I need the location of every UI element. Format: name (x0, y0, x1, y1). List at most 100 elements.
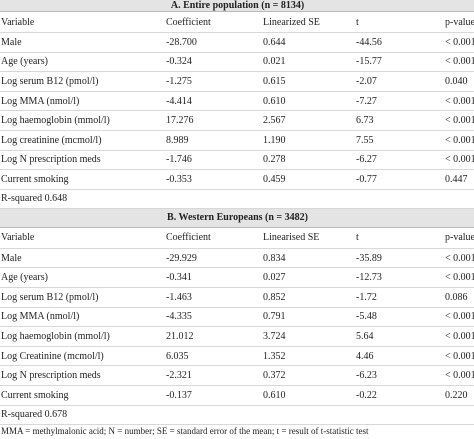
cell-value: < 0.001 (444, 307, 474, 328)
r-squared: R-squared 0.648 (0, 189, 474, 209)
column-header: t (355, 227, 444, 249)
cell-value: -0.77 (355, 169, 444, 190)
cell-value: < 0.001 (444, 110, 474, 131)
cell-value: 0.220 (444, 385, 474, 406)
cell-value: 0.834 (262, 248, 355, 269)
data-row: Log MMA (nmol/l) -4.335 0.791 -5.48 < 0.001 (0, 307, 474, 328)
cell-value: -2.07 (355, 71, 444, 92)
variable-name: Log N prescription meds (0, 150, 165, 171)
cell-value: -6.27 (355, 150, 444, 171)
variable-name: Log serum B12 (pmol/l) (0, 71, 165, 92)
cell-value: -5.48 (355, 307, 444, 328)
variable-name: Log haemoglobin (mmol/l) (0, 326, 165, 347)
cell-value: -0.22 (355, 385, 444, 406)
data-row: Log N prescription meds -1.746 0.278 -6.27 <… (0, 150, 474, 171)
cell-value: -44.56 (355, 32, 444, 53)
column-header: Variable (0, 227, 165, 249)
cell-value: -29.929 (165, 248, 262, 269)
header-row: Variable Coefficient Linearised SE t p-value (0, 227, 474, 249)
cell-value: -15.77 (355, 52, 444, 73)
cell-value: 0.278 (262, 150, 355, 171)
data-row: Log creatinine (mcmol/l) 8.989 1.190 7.55 < … (0, 130, 474, 151)
column-header: t (355, 11, 444, 33)
cell-value: 5.64 (355, 326, 444, 347)
cell-value: 1.352 (262, 346, 355, 367)
variable-name: Male (0, 248, 165, 269)
cell-value: -1.72 (355, 287, 444, 308)
variable-name: Log creatinine (mcmol/l) (0, 130, 165, 151)
cell-value: 4.46 (355, 346, 444, 367)
column-header: p-value (444, 11, 474, 33)
variable-name: Male (0, 32, 165, 53)
cell-value: 1.190 (262, 130, 355, 151)
cell-value: 0.021 (262, 52, 355, 73)
cell-value: < 0.001 (444, 150, 474, 171)
column-header: Linearized SE (262, 11, 355, 33)
cell-value: -7.27 (355, 91, 444, 112)
cell-value: -1.463 (165, 287, 262, 308)
cell-value: 0.372 (262, 365, 355, 386)
data-row: Current smoking -0.137 0.610 -0.22 0.220 (0, 385, 474, 406)
section-title: B. Western Europeans (n = 3482) (0, 207, 474, 228)
data-row: Male -29.929 0.834 -35.89 < 0.001 (0, 248, 474, 269)
column-header: p-value (444, 227, 474, 249)
variable-name: Current smoking (0, 169, 165, 190)
cell-value: 3.724 (262, 326, 355, 347)
cell-value: 0.447 (444, 169, 474, 190)
cell-value: 0.610 (262, 91, 355, 112)
cell-value: 0.852 (262, 287, 355, 308)
variable-name: Age (years) (0, 267, 165, 288)
cell-value: -0.324 (165, 52, 262, 73)
variable-name: Log N prescription meds (0, 365, 165, 386)
data-row: Log haemoglobin (mmol/l) 17.276 2.567 6.73 <… (0, 110, 474, 131)
cell-value: -1.746 (165, 150, 262, 171)
data-row: Age (years) -0.341 0.027 -12.73 < 0.001 (0, 267, 474, 288)
cell-value: 0.459 (262, 169, 355, 190)
column-header: Coefficient (165, 11, 262, 33)
cell-value: < 0.001 (444, 52, 474, 73)
data-row: Log serum B12 (pmol/l) -1.275 0.615 -2.07 0.… (0, 71, 474, 92)
cell-value: 0.040 (444, 71, 474, 92)
cell-value: < 0.001 (444, 365, 474, 386)
section-title: A. Entire population (n = 8134) (0, 0, 474, 12)
cell-value: 21.012 (165, 326, 262, 347)
cell-value: 6.73 (355, 110, 444, 131)
data-row: Current smoking -0.353 0.459 -0.77 0.447 (0, 169, 474, 190)
column-header: Linearised SE (262, 227, 355, 249)
variable-name: Current smoking (0, 385, 165, 406)
variable-name: Log Creatinine (mcmol/l) (0, 346, 165, 367)
cell-value: -28.700 (165, 32, 262, 53)
variable-name: Age (years) (0, 52, 165, 73)
cell-value: 6.035 (165, 346, 262, 367)
cell-value: 0.644 (262, 32, 355, 53)
r-squared-row: R-squared 0.648 (0, 189, 474, 209)
data-row: Age (years) -0.324 0.021 -15.77 < 0.001 (0, 52, 474, 73)
cell-value: < 0.001 (444, 346, 474, 367)
cell-value: 0.615 (262, 71, 355, 92)
header-row: Variable Coefficient Linearized SE t p-value (0, 11, 474, 33)
cell-value: -6.23 (355, 365, 444, 386)
cell-value: -0.137 (165, 385, 262, 406)
cell-value: 7.55 (355, 130, 444, 151)
cell-value: -4.335 (165, 307, 262, 328)
results-table: A. Entire population (n = 8134) Variable C… (0, 0, 474, 425)
cell-value: 8.989 (165, 130, 262, 151)
cell-value: 0.027 (262, 267, 355, 288)
section-title-row: B. Western Europeans (n = 3482) (0, 207, 474, 228)
data-row: Log serum B12 (pmol/l) -1.463 0.852 -1.72 0.… (0, 287, 474, 308)
data-row: Log MMA (nmol/l) -4.414 0.610 -7.27 < 0.001 (0, 91, 474, 112)
cell-value: < 0.001 (444, 326, 474, 347)
r-squared: R-squared 0.678 (0, 405, 474, 425)
cell-value: -0.353 (165, 169, 262, 190)
r-squared-row: R-squared 0.678 (0, 405, 474, 425)
cell-value: -0.341 (165, 267, 262, 288)
cell-value: < 0.001 (444, 267, 474, 288)
cell-value: -1.275 (165, 71, 262, 92)
variable-name: Log MMA (nmol/l) (0, 307, 165, 328)
variable-name: Log serum B12 (pmol/l) (0, 287, 165, 308)
cell-value: 17.276 (165, 110, 262, 131)
cell-value: 0.086 (444, 287, 474, 308)
cell-value: < 0.001 (444, 32, 474, 53)
cell-value: -2.321 (165, 365, 262, 386)
